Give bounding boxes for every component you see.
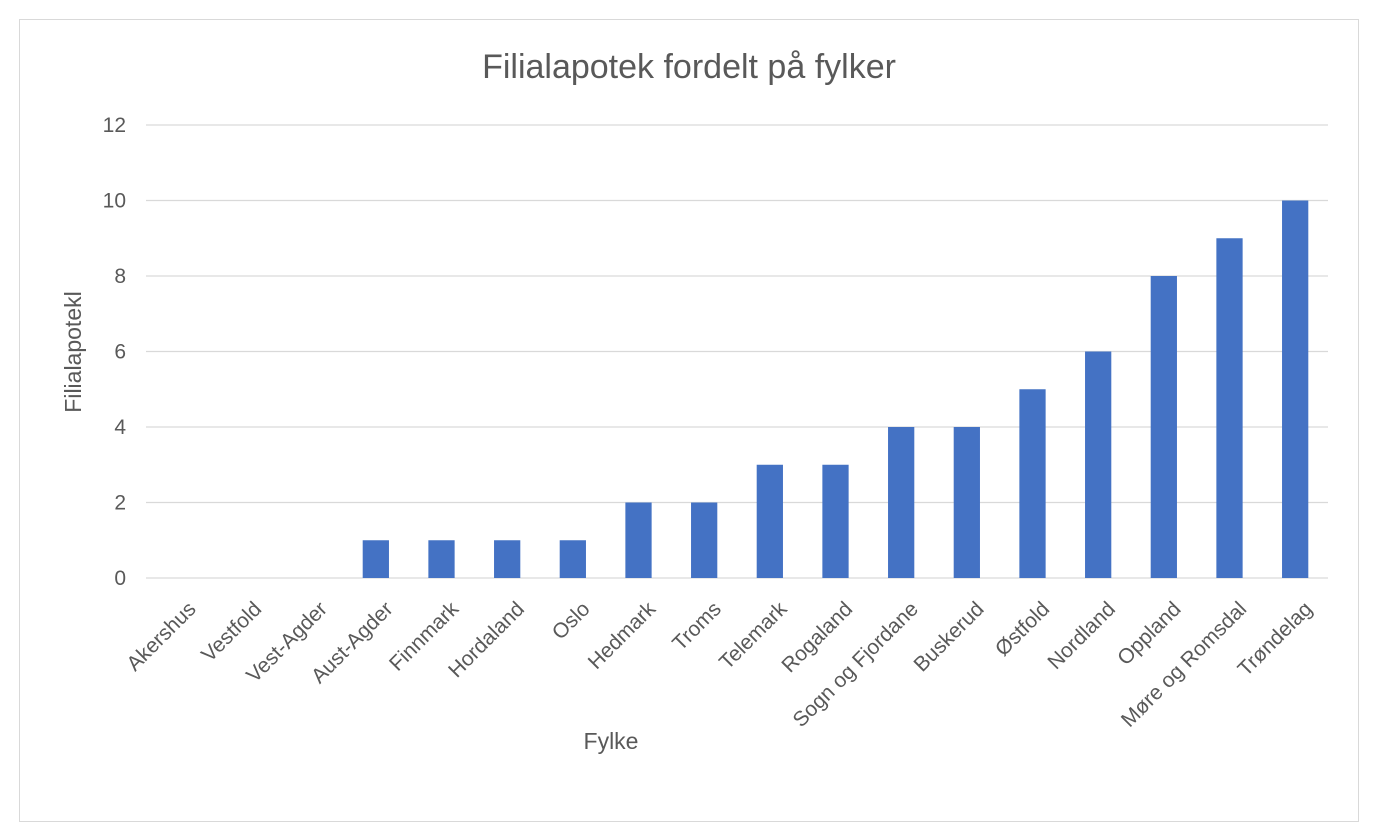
- bar: [1150, 276, 1177, 578]
- x-tick-label: Sogn og Fjordane: [789, 597, 923, 731]
- x-axis-title: Fylke: [584, 728, 639, 754]
- y-axis-title: Filialapotekl: [60, 291, 86, 412]
- bar: [362, 540, 389, 578]
- bar: [1085, 351, 1112, 578]
- bar: [1019, 389, 1046, 578]
- bar: [1216, 238, 1243, 578]
- bar: [756, 464, 783, 578]
- x-axis-ticks: AkershusVestfoldVest-AgderAust-AgderFinn…: [122, 597, 1317, 732]
- bar: [494, 540, 521, 578]
- x-tick-label: Østfold: [991, 597, 1054, 660]
- bar: [625, 502, 652, 578]
- y-tick-label: 2: [114, 492, 126, 515]
- x-tick-label: Møre og Romsdal: [1117, 597, 1251, 731]
- gridlines: [146, 124, 1328, 579]
- chart-frame: [19, 19, 1359, 822]
- bars: [362, 200, 1309, 578]
- x-tick-label: Troms: [668, 597, 726, 655]
- bar: [559, 540, 586, 578]
- bar: [953, 427, 980, 578]
- x-tick-label: Akershus: [122, 597, 200, 675]
- bar: [1282, 200, 1309, 578]
- y-axis-ticks: 0 2 4 6 8 10 12: [103, 114, 127, 590]
- y-tick-label: 8: [114, 265, 126, 288]
- y-tick-label: 6: [114, 341, 126, 364]
- x-tick-label: Nordland: [1043, 597, 1120, 674]
- y-tick-label: 4: [114, 416, 126, 439]
- bar: [888, 427, 915, 578]
- x-tick-label: Buskerud: [910, 597, 989, 676]
- y-tick-label: 10: [103, 190, 126, 213]
- bar: [691, 502, 718, 578]
- y-tick-label: 12: [103, 114, 126, 137]
- x-tick-label: Oslo: [548, 597, 595, 644]
- x-tick-label: Hedmark: [584, 597, 661, 674]
- bar: [822, 464, 849, 578]
- chart-title: Filialapotek fordelt på fylker: [482, 48, 896, 86]
- y-tick-label: 0: [114, 567, 126, 590]
- bar: [428, 540, 455, 578]
